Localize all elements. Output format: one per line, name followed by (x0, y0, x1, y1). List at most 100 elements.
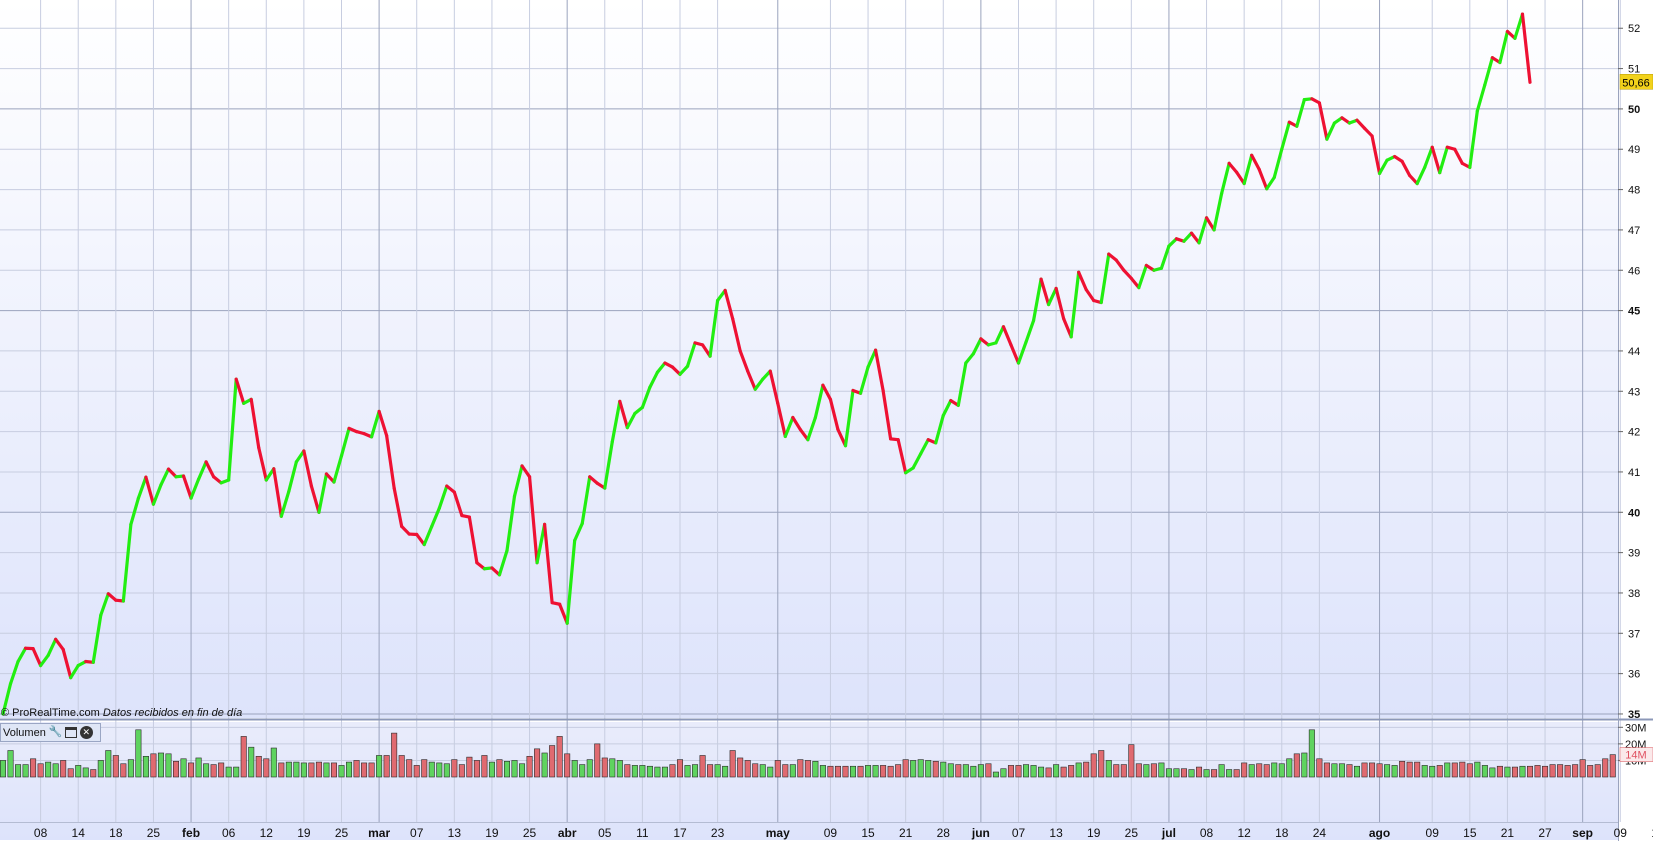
volume-bar (1332, 764, 1337, 777)
volume-bar (625, 765, 630, 777)
volume-bar (1061, 767, 1066, 777)
volume-bar (1294, 754, 1299, 777)
volume-bar (1046, 768, 1051, 777)
volume-bar (963, 765, 968, 777)
volume-bar (1490, 768, 1495, 777)
volume-bar (361, 763, 366, 777)
volume-bar (1181, 769, 1186, 777)
volume-bar (211, 765, 216, 777)
price-tick-label: 42 (1628, 427, 1640, 439)
last-price-label: 50,66 (1622, 77, 1650, 89)
date-tick-label: abr (558, 826, 577, 840)
date-tick-label: 07 (1012, 826, 1026, 840)
price-tick-label: 51 (1628, 64, 1640, 76)
volume-bar (1159, 763, 1164, 777)
volume-bar (1023, 765, 1028, 777)
volume-bar (301, 763, 306, 777)
price-tick-label: 35 (1628, 709, 1640, 721)
date-tick-label: 25 (147, 826, 161, 840)
volume-bar (53, 764, 58, 777)
volume-bar (850, 766, 855, 777)
date-tick-label: 09 (1426, 826, 1440, 840)
volume-bar (873, 765, 878, 777)
volume-bar (1068, 765, 1073, 777)
volume-bar (986, 764, 991, 777)
volume-bar (903, 760, 908, 777)
volume-bar (1384, 765, 1389, 777)
last-volume-label: 14M (1625, 750, 1646, 762)
volume-bar (1279, 764, 1284, 777)
date-tick-label: may (766, 826, 790, 840)
volume-bar (617, 760, 622, 777)
date-tick-label: 09 (1614, 826, 1628, 840)
volume-bar (1129, 745, 1134, 777)
volume-bar (1016, 765, 1021, 777)
volume-bar (1467, 764, 1472, 777)
volume-bar (1565, 765, 1570, 777)
volume-bar (241, 736, 246, 777)
volume-bar (835, 766, 840, 777)
volume-bar (1151, 764, 1156, 777)
date-tick-label: 21 (899, 826, 913, 840)
volume-bar (941, 762, 946, 777)
volume-bar (8, 751, 13, 778)
volume-bar (399, 755, 404, 777)
window-icon[interactable] (65, 727, 77, 738)
volume-bar (391, 733, 396, 777)
date-tick-label: 08 (1200, 826, 1214, 840)
date-tick-label: 24 (1313, 826, 1327, 840)
volume-bar (722, 766, 727, 777)
volume-bar (579, 765, 584, 777)
volume-bar (775, 760, 780, 777)
volume-bar (572, 760, 577, 777)
date-tick-label: 28 (937, 826, 951, 840)
volume-bar (1354, 766, 1359, 777)
date-tick-label: 18 (1275, 826, 1289, 840)
volume-bar (888, 766, 893, 777)
price-tick-label: 41 (1628, 467, 1640, 479)
volume-bar (188, 763, 193, 777)
date-tick-label: 19 (485, 826, 499, 840)
date-tick-label: 06 (222, 826, 236, 840)
date-tick-label: sep (1572, 826, 1593, 840)
volume-bar (203, 764, 208, 777)
volume-bar (1099, 751, 1104, 778)
volume-bar (1339, 764, 1344, 777)
date-tick-label: 13 (1049, 826, 1063, 840)
date-tick-label: 12 (260, 826, 274, 840)
date-tick-label: ago (1369, 826, 1390, 840)
volume-bar (1121, 765, 1126, 777)
volume-bar (692, 765, 697, 777)
date-tick-label: 23 (711, 826, 725, 840)
wrench-icon[interactable]: 🔧 (49, 726, 62, 739)
volume-bar (783, 765, 788, 777)
volume-bar (1392, 765, 1397, 777)
volume-bar (1437, 765, 1442, 777)
volume-panel-title: Volumen (3, 727, 46, 739)
volume-bar (1302, 753, 1307, 777)
volume-bar (1144, 765, 1149, 777)
volume-bar (805, 760, 810, 777)
volume-bar (1445, 763, 1450, 777)
volume-bar (196, 758, 201, 777)
volume-bar (1241, 763, 1246, 777)
volume-bar (143, 756, 148, 777)
volume-bar (956, 765, 961, 777)
volume-bar (256, 756, 261, 777)
volume-bar (1580, 760, 1585, 777)
price-tick-label: 47 (1628, 225, 1640, 237)
volume-bar (685, 765, 690, 777)
volume-bar (1204, 770, 1209, 777)
volume-bar (309, 763, 314, 777)
date-tick-label: 14 (72, 826, 86, 840)
volume-bar (1001, 769, 1006, 777)
volume-bar (271, 748, 276, 777)
volume-bar (700, 755, 705, 777)
volume-bar (798, 760, 803, 777)
date-tick-label: jul (1161, 826, 1176, 840)
close-icon[interactable]: ✕ (80, 726, 93, 739)
volume-bar (1324, 763, 1329, 777)
price-tick-label: 37 (1628, 628, 1640, 640)
volume-bar (640, 765, 645, 777)
